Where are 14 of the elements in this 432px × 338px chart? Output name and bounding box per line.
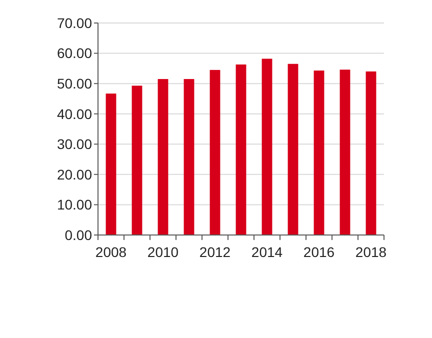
y-tick-label: 50.00 — [56, 75, 92, 92]
y-tick-label: 20.00 — [56, 166, 92, 182]
y-tick-label: 0.00 — [64, 226, 92, 243]
x-tick-label: 2016 — [303, 244, 335, 260]
x-tick-label: 2012 — [199, 244, 231, 260]
x-tick-label: 2010 — [147, 244, 179, 260]
x-tick-label: 2008 — [95, 244, 127, 260]
y-tick-label: 30.00 — [56, 136, 92, 152]
x-tick-label: 2014 — [251, 244, 283, 260]
y-tick-label: 60.00 — [56, 45, 92, 62]
y-tick-label: 70.00 — [56, 14, 92, 31]
y-tick-label: 10.00 — [56, 196, 92, 213]
x-tick-label: 2018 — [355, 244, 387, 260]
y-tick-label: 40.00 — [56, 106, 92, 122]
